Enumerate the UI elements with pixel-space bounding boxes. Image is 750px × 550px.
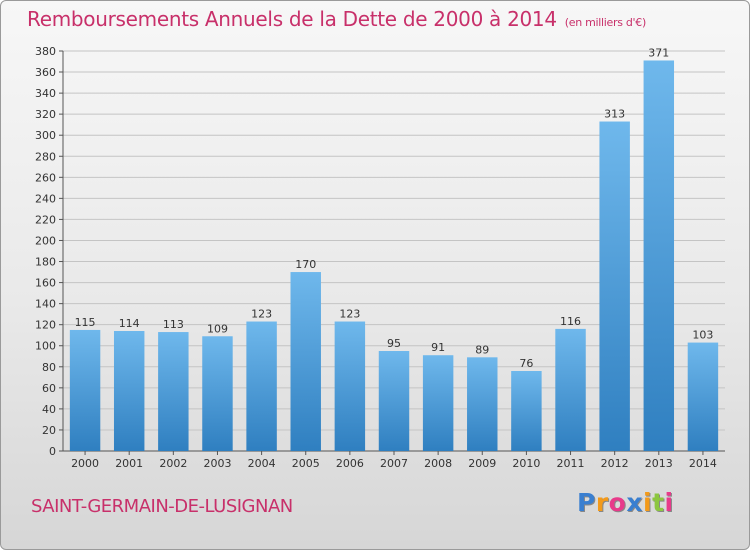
chart-subtitle: (en milliers d'€) bbox=[564, 16, 646, 29]
data-label-2011: 116 bbox=[560, 315, 581, 328]
y-tick-label: 220 bbox=[35, 213, 56, 226]
y-tick-label: 380 bbox=[35, 45, 56, 58]
bar-2005 bbox=[290, 272, 321, 451]
y-tick-label: 100 bbox=[35, 340, 56, 353]
x-axis-ticks: 2000 2001 2002 2003 2004 2005 2006 2007 2008 2009… bbox=[71, 451, 717, 470]
chart-title-text: Remboursements Annuels de la Dette de 20… bbox=[27, 7, 557, 31]
bar-2014 bbox=[687, 342, 719, 451]
bar-2006 bbox=[334, 321, 366, 451]
x-tick-label-2012: 2012 bbox=[601, 457, 629, 470]
x-tick-label-2001: 2001 bbox=[115, 457, 143, 470]
x-tick-label-2004: 2004 bbox=[248, 457, 276, 470]
bars bbox=[69, 60, 719, 452]
data-label-2014: 103 bbox=[692, 329, 713, 342]
x-tick-label-2011: 2011 bbox=[557, 457, 585, 470]
bar-2011 bbox=[555, 328, 586, 451]
y-tick-label: 20 bbox=[42, 424, 56, 437]
logo-letter: t bbox=[652, 488, 665, 517]
y-tick-label: 180 bbox=[35, 256, 56, 269]
bar-2010 bbox=[511, 371, 542, 451]
data-label-2004: 123 bbox=[251, 308, 272, 321]
data-label-2010: 76 bbox=[519, 357, 533, 370]
logo-letter: x bbox=[626, 488, 643, 517]
x-tick-label-2010: 2010 bbox=[512, 457, 540, 470]
data-label-2002: 113 bbox=[163, 318, 184, 331]
bar-2012 bbox=[599, 121, 630, 452]
bar-2007 bbox=[378, 351, 410, 451]
bar-2013 bbox=[643, 60, 675, 451]
x-tick-label-2006: 2006 bbox=[336, 457, 364, 470]
y-tick-label: 120 bbox=[35, 319, 56, 332]
data-label-2005: 170 bbox=[295, 258, 316, 271]
bar-2000 bbox=[69, 329, 101, 451]
x-tick-label-2005: 2005 bbox=[292, 457, 320, 470]
data-label-2012: 313 bbox=[604, 108, 625, 121]
logo-letter: P bbox=[577, 488, 596, 517]
y-tick-label: 60 bbox=[42, 382, 56, 395]
x-tick-label-2002: 2002 bbox=[159, 457, 187, 470]
logo-letter: r bbox=[595, 488, 609, 517]
data-label-2000: 115 bbox=[75, 316, 96, 329]
y-tick-label: 0 bbox=[49, 445, 56, 458]
y-tick-label: 160 bbox=[35, 277, 56, 290]
y-tick-label: 260 bbox=[35, 171, 56, 184]
x-tick-label-2013: 2013 bbox=[645, 457, 673, 470]
bar-2008 bbox=[422, 355, 454, 451]
bar-2002 bbox=[158, 332, 189, 451]
bar-2001 bbox=[113, 331, 145, 451]
proxiti-logo: Proxiti bbox=[577, 488, 674, 517]
x-tick-label-2008: 2008 bbox=[424, 457, 452, 470]
y-tick-label: 200 bbox=[35, 234, 56, 247]
logo-letter: o bbox=[608, 488, 627, 517]
chart-title: Remboursements Annuels de la Dette de 20… bbox=[27, 7, 646, 31]
data-label-2001: 114 bbox=[119, 317, 140, 330]
bar-2009 bbox=[467, 357, 498, 451]
x-tick-label-2007: 2007 bbox=[380, 457, 408, 470]
y-tick-label: 340 bbox=[35, 87, 56, 100]
y-tick-label: 280 bbox=[35, 150, 56, 163]
data-labels: 115 114 113 109 123 170 123 95 91 89 76 116 313 371 10… bbox=[75, 46, 714, 370]
y-tick-label: 240 bbox=[35, 192, 56, 205]
y-tick-label: 140 bbox=[35, 298, 56, 311]
y-axis-ticks: 0 20 40 60 80 100 120 140 160 180 200 220 240 260 280 3… bbox=[35, 45, 63, 458]
data-label-2007: 95 bbox=[387, 337, 401, 350]
x-tick-label-2014: 2014 bbox=[689, 457, 717, 470]
y-tick-label: 80 bbox=[42, 361, 56, 374]
y-tick-label: 320 bbox=[35, 108, 56, 121]
logo-letter: i bbox=[664, 488, 674, 517]
data-label-2013: 371 bbox=[648, 46, 669, 59]
data-label-2006: 123 bbox=[339, 308, 360, 321]
commune-name: SAINT-GERMAIN-DE-LUSIGNAN bbox=[31, 496, 293, 517]
data-label-2009: 89 bbox=[475, 343, 489, 356]
data-label-2008: 91 bbox=[431, 341, 445, 354]
x-tick-label-2009: 2009 bbox=[468, 457, 496, 470]
bar-2004 bbox=[246, 321, 277, 451]
x-tick-label-2000: 2000 bbox=[71, 457, 99, 470]
y-tick-label: 40 bbox=[42, 403, 56, 416]
x-tick-label-2003: 2003 bbox=[203, 457, 231, 470]
y-tick-label: 300 bbox=[35, 129, 56, 142]
logo-letter: i bbox=[643, 488, 653, 517]
y-tick-label: 360 bbox=[35, 66, 56, 79]
bar-2003 bbox=[202, 336, 233, 451]
data-label-2003: 109 bbox=[207, 322, 228, 335]
